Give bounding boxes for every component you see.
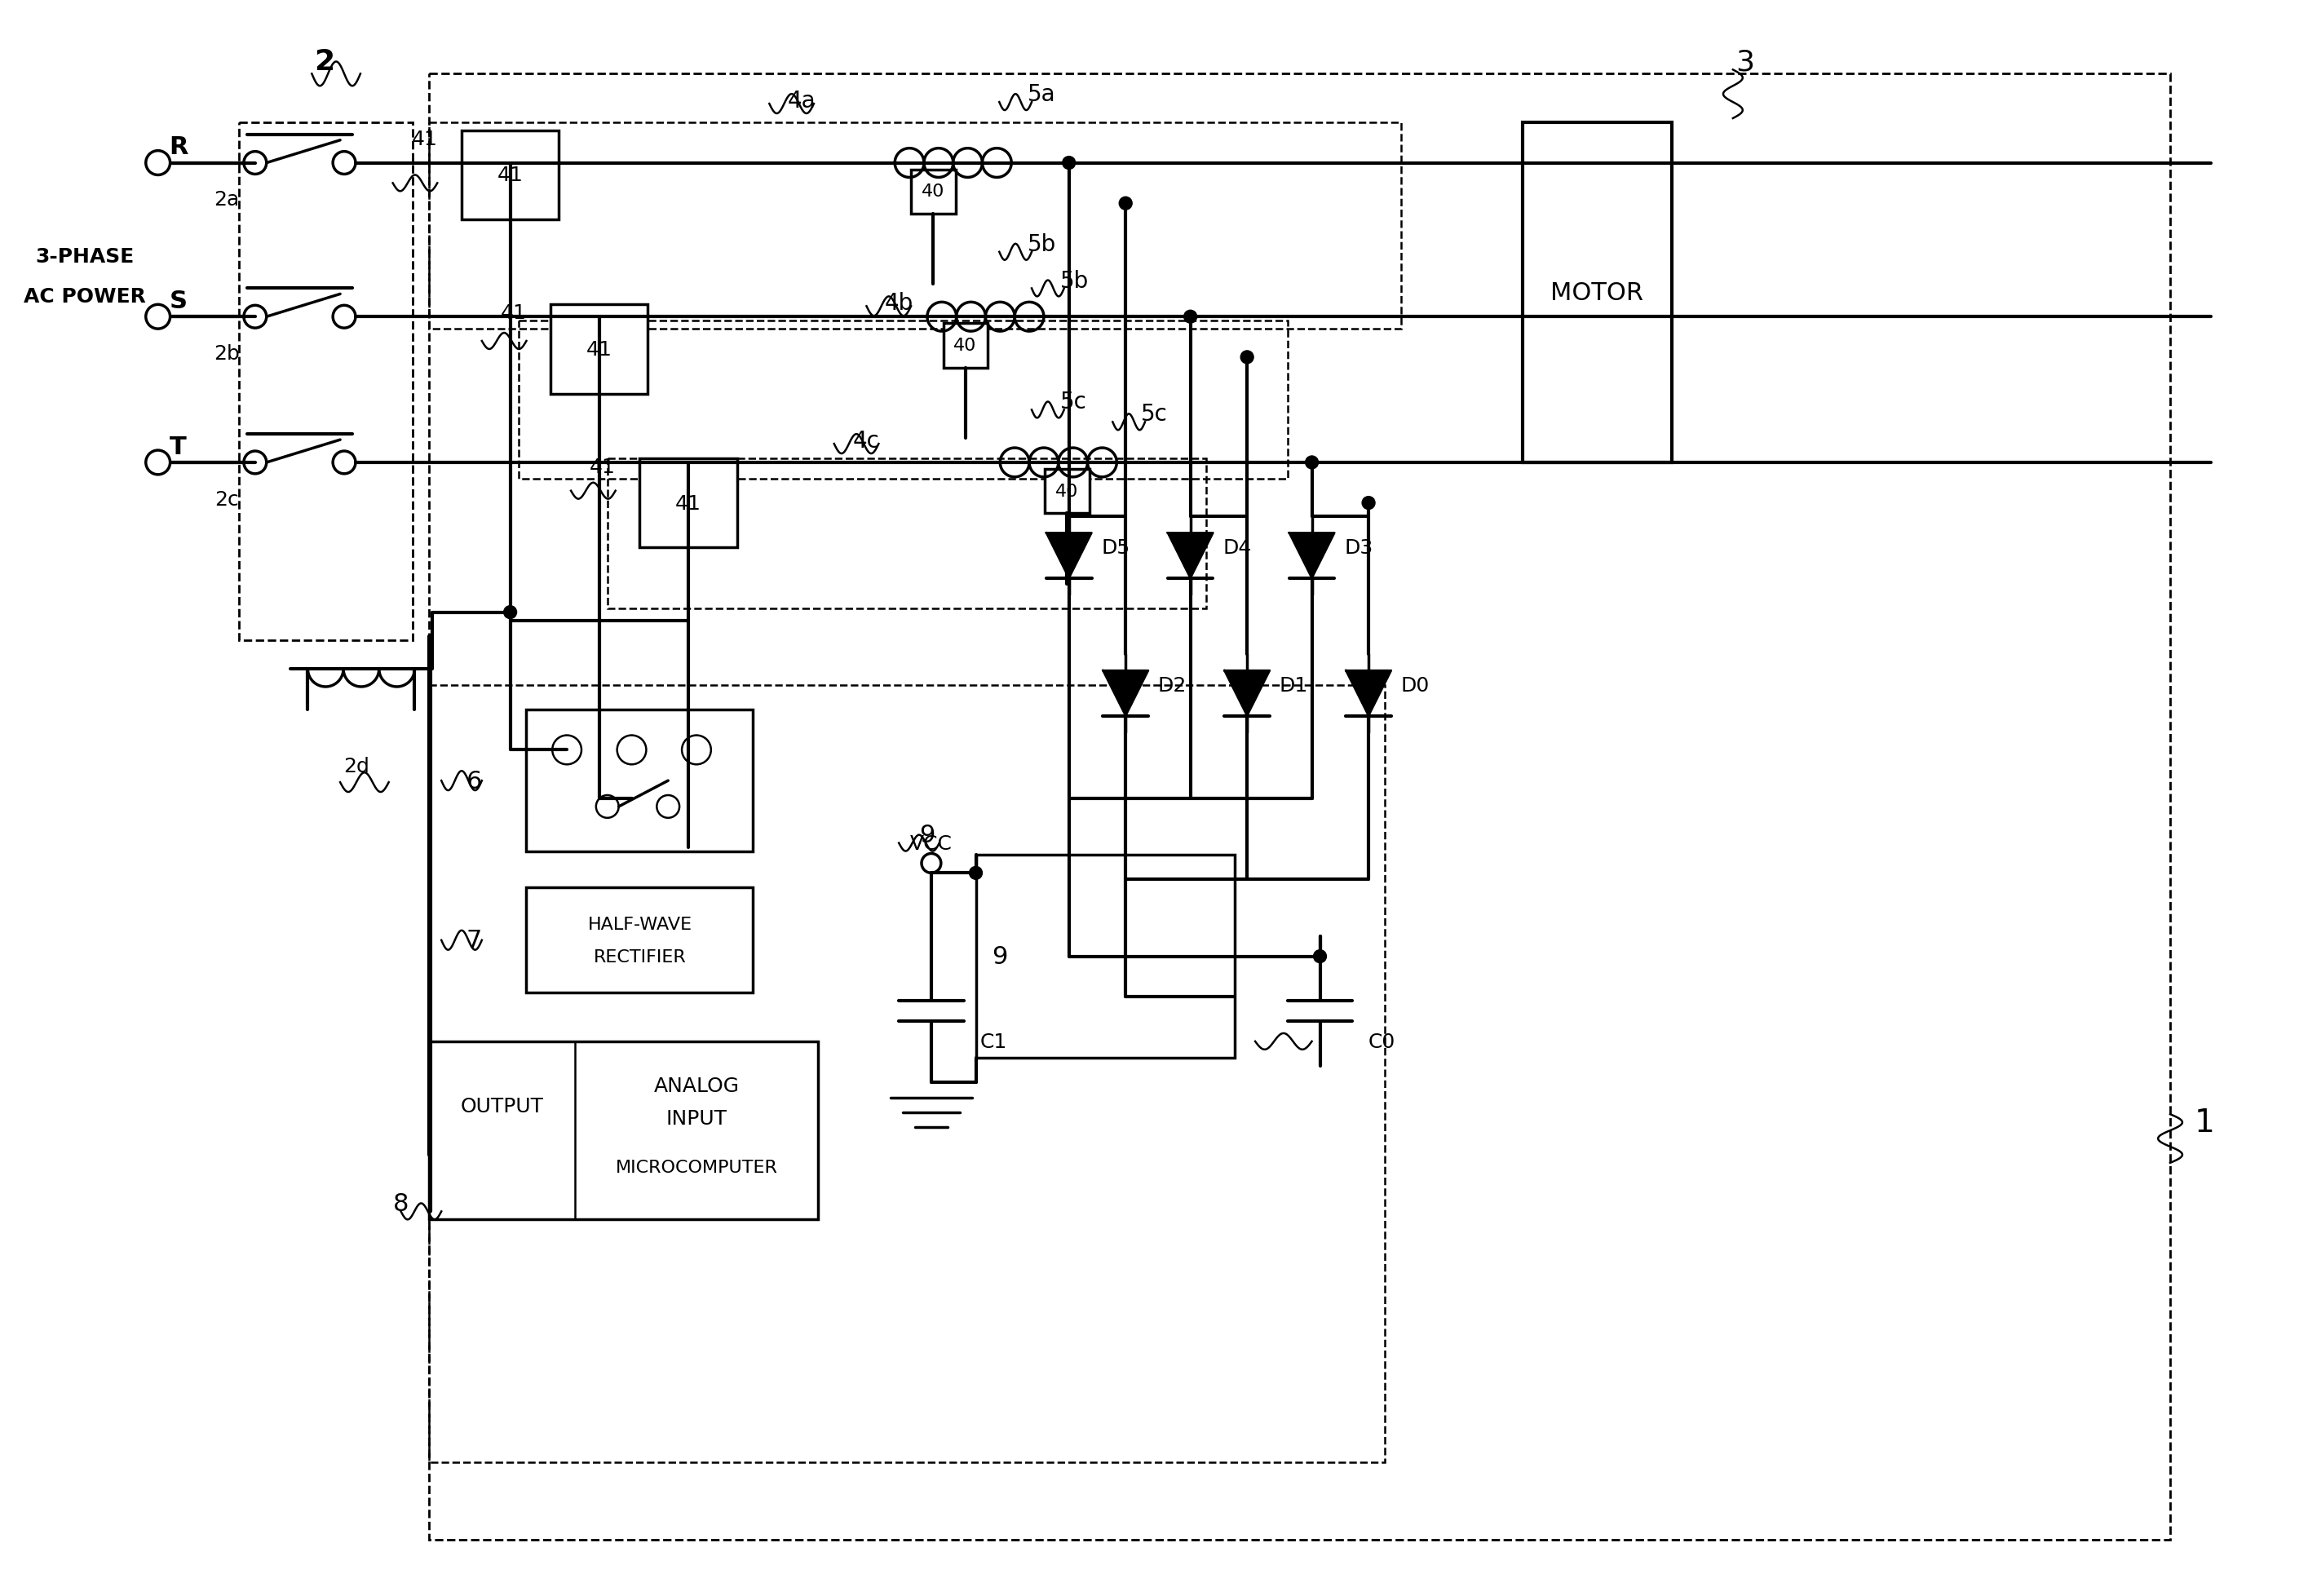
Bar	[462, 131, 559, 220]
Polygon shape	[1104, 670, 1147, 717]
Text: 5b: 5b	[1028, 233, 1055, 255]
Text: 7: 7	[467, 929, 483, 953]
Text: RECTIFIER: RECTIFIER	[593, 948, 685, 964]
Circle shape	[1184, 311, 1198, 324]
Polygon shape	[1290, 533, 1333, 579]
Text: 40: 40	[1055, 484, 1078, 500]
Text: 4a: 4a	[789, 89, 816, 113]
Text: D5: D5	[1101, 538, 1131, 557]
Text: C1: C1	[979, 1033, 1007, 1052]
Text: 41: 41	[412, 129, 437, 148]
Text: MICROCOMPUTER: MICROCOMPUTER	[616, 1159, 777, 1175]
Bar	[517, 321, 1287, 479]
Bar	[430, 75, 2170, 1540]
Text: 4b: 4b	[885, 292, 913, 314]
Circle shape	[1361, 496, 1375, 509]
Text: D0: D0	[1400, 675, 1430, 696]
Bar	[607, 460, 1207, 608]
Text: D2: D2	[1159, 675, 1186, 696]
Text: OUTPUT: OUTPUT	[460, 1096, 543, 1116]
Bar	[975, 855, 1235, 1058]
Text: 3: 3	[1736, 48, 1754, 77]
Text: 9: 9	[991, 945, 1007, 969]
Text: D1: D1	[1281, 675, 1308, 696]
Text: 5c: 5c	[1060, 391, 1087, 413]
Text: 41: 41	[501, 303, 526, 322]
Text: HALF-WAVE: HALF-WAVE	[589, 916, 692, 932]
Text: 41: 41	[589, 456, 616, 477]
Text: 40: 40	[954, 337, 977, 354]
Bar	[526, 710, 754, 851]
Text: MOTOR: MOTOR	[1550, 281, 1644, 305]
Circle shape	[1241, 351, 1253, 364]
Text: 2d: 2d	[343, 757, 370, 776]
Text: S: S	[170, 289, 186, 313]
Text: 41: 41	[497, 166, 524, 185]
Text: 2b: 2b	[214, 343, 239, 364]
Text: 41: 41	[676, 493, 701, 514]
Text: 8: 8	[393, 1192, 409, 1215]
Circle shape	[970, 867, 982, 879]
Text: 2a: 2a	[214, 190, 239, 209]
Bar	[526, 887, 754, 993]
Bar	[552, 305, 648, 394]
Bar	[430, 123, 1400, 329]
Bar	[910, 169, 956, 214]
Text: 40: 40	[922, 184, 945, 200]
Text: 1: 1	[2196, 1108, 2214, 1138]
Text: 5a: 5a	[1028, 83, 1055, 105]
Text: D3: D3	[1345, 538, 1373, 557]
Text: 5b: 5b	[1060, 270, 1090, 292]
Bar	[239, 123, 414, 642]
Text: 3-PHASE: 3-PHASE	[37, 247, 136, 267]
Polygon shape	[1345, 670, 1391, 717]
Circle shape	[1313, 950, 1327, 962]
Text: D4: D4	[1223, 538, 1251, 557]
Text: 2c: 2c	[214, 490, 239, 509]
Circle shape	[503, 606, 517, 619]
Text: ANALOG: ANALOG	[653, 1076, 740, 1096]
Text: 6: 6	[467, 769, 483, 793]
Text: INPUT: INPUT	[667, 1109, 726, 1128]
Text: 41: 41	[586, 340, 612, 359]
Text: 2: 2	[313, 48, 333, 77]
Polygon shape	[1225, 670, 1269, 717]
Bar	[639, 460, 738, 547]
Bar	[1044, 469, 1090, 514]
Polygon shape	[1046, 533, 1092, 579]
Text: R: R	[168, 136, 189, 160]
Bar	[1522, 123, 1671, 463]
Circle shape	[1120, 198, 1131, 211]
Text: T: T	[170, 436, 186, 458]
Text: AC POWER: AC POWER	[23, 287, 147, 306]
Text: 9: 9	[920, 824, 936, 847]
Circle shape	[1306, 456, 1317, 469]
Text: VCC: VCC	[910, 833, 952, 854]
Text: 5c: 5c	[1140, 402, 1168, 426]
Circle shape	[1062, 156, 1076, 169]
Bar	[430, 686, 1384, 1462]
Polygon shape	[1168, 533, 1214, 579]
Bar	[430, 1042, 818, 1219]
Bar	[943, 324, 989, 369]
Text: C0: C0	[1368, 1033, 1395, 1052]
Text: 4c: 4c	[853, 429, 881, 453]
